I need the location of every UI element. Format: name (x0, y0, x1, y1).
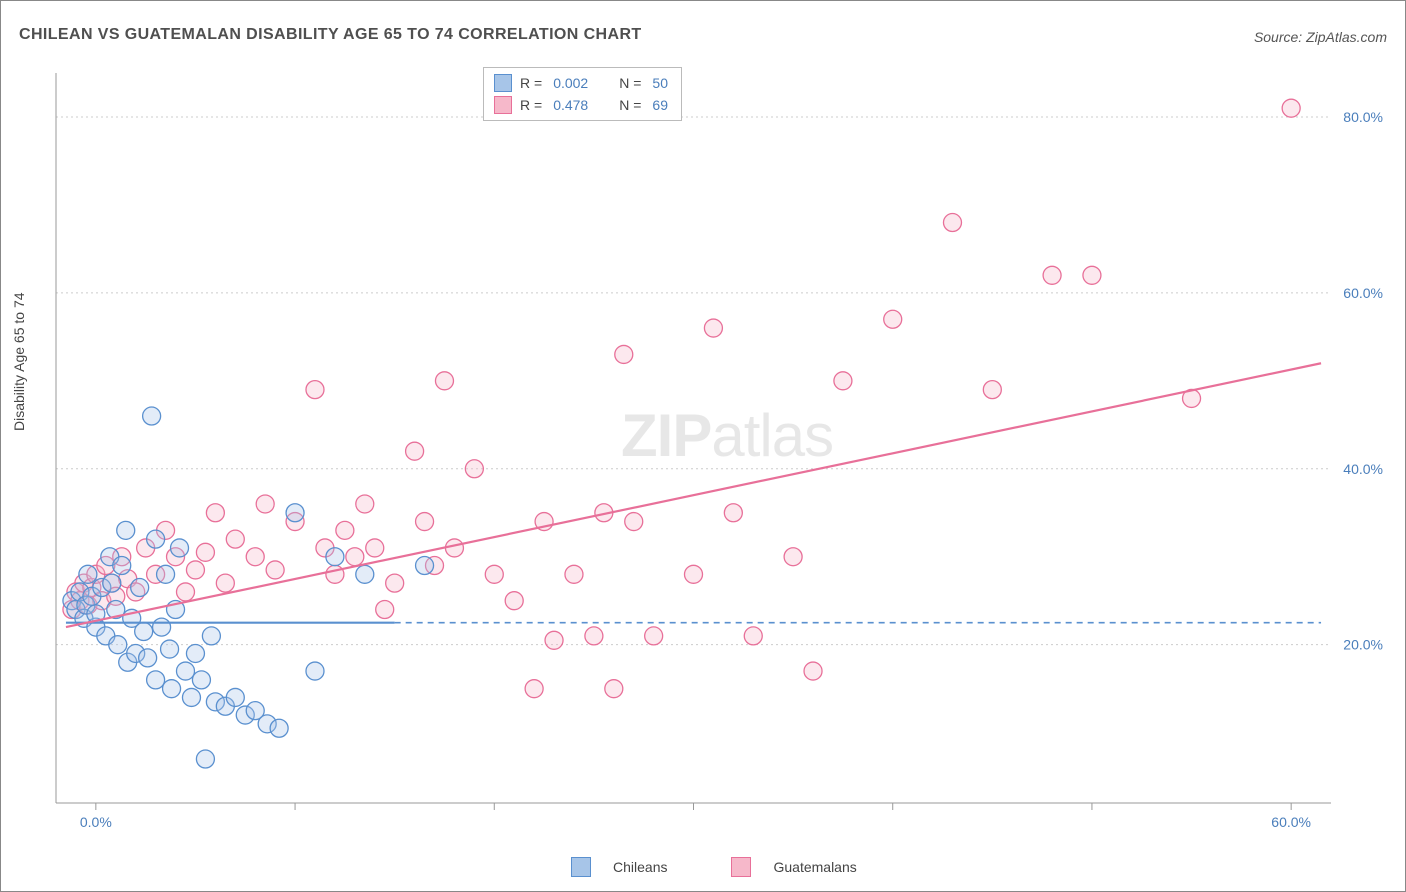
legend-row-guatemalans: R = 0.478 N = 69 (494, 94, 671, 116)
r-label: R = (520, 75, 542, 91)
source-label: Source: (1254, 29, 1306, 45)
chileans-r-value: 0.002 (550, 75, 591, 91)
legend-series: Chileans Guatemalans (571, 857, 857, 877)
legend-chileans-label: Chileans (613, 859, 667, 875)
y-axis-label: Disability Age 65 to 74 (11, 292, 27, 431)
legend-row-chileans: R = 0.002 N = 50 (494, 72, 671, 94)
svg-text:60.0%: 60.0% (1343, 285, 1383, 301)
guatemalans-r-value: 0.478 (550, 97, 591, 113)
svg-text:60.0%: 60.0% (1271, 814, 1311, 830)
guatemalans-n-value: 69 (649, 97, 671, 113)
legend-guatemalans-label: Guatemalans (773, 859, 856, 875)
scatter-svg: 20.0% 40.0% 60.0% 80.0% 0.0% 60.0% (51, 63, 1391, 833)
swatch-guatemalans (494, 96, 512, 114)
plot-area: 20.0% 40.0% 60.0% 80.0% 0.0% 60.0% (51, 63, 1391, 833)
svg-text:40.0%: 40.0% (1343, 461, 1383, 477)
svg-text:20.0%: 20.0% (1343, 637, 1383, 653)
swatch-chileans-bottom (571, 857, 591, 877)
swatch-chileans (494, 74, 512, 92)
n-label: N = (619, 75, 641, 91)
legend-stats: R = 0.002 N = 50 R = 0.478 N = 69 (483, 67, 682, 121)
svg-text:80.0%: 80.0% (1343, 109, 1383, 125)
r-label-2: R = (520, 97, 542, 113)
chart-title: CHILEAN VS GUATEMALAN DISABILITY AGE 65 … (19, 26, 642, 44)
svg-text:0.0%: 0.0% (80, 814, 112, 830)
swatch-guatemalans-bottom (731, 857, 751, 877)
source-value: ZipAtlas.com (1306, 29, 1387, 45)
n-label-2: N = (619, 97, 641, 113)
source-attribution: Source: ZipAtlas.com (1254, 29, 1387, 45)
chileans-n-value: 50 (649, 75, 671, 91)
chart-container: CHILEAN VS GUATEMALAN DISABILITY AGE 65 … (0, 0, 1406, 892)
